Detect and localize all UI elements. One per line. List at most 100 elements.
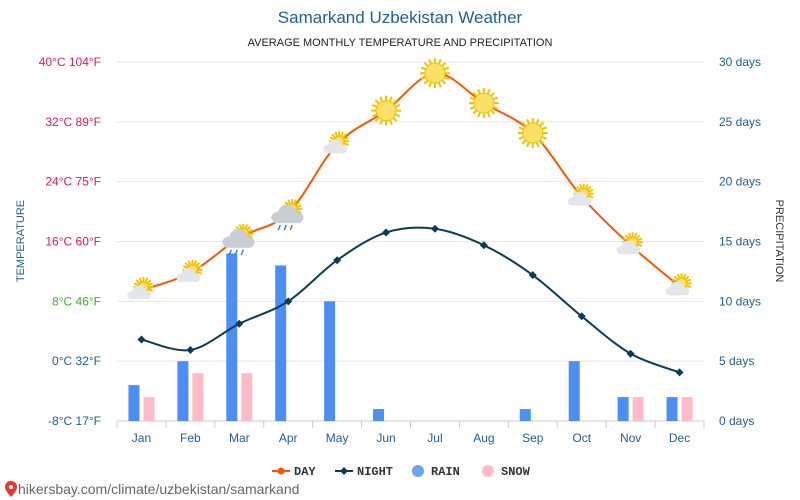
night-point[interactable] xyxy=(626,349,635,358)
sun-ray xyxy=(635,234,641,240)
sun-ray xyxy=(394,113,401,118)
sun-icon xyxy=(371,95,402,126)
sun-ray xyxy=(296,204,302,209)
sun-ray xyxy=(420,76,427,80)
sun-ray xyxy=(685,284,692,289)
rain-bar[interactable] xyxy=(275,265,287,421)
sun-ray xyxy=(521,121,527,127)
night-point[interactable] xyxy=(333,256,342,265)
sun-ray xyxy=(586,185,592,191)
partly-cloudy-icon xyxy=(567,183,594,206)
legend-label-day: DAY xyxy=(294,465,316,479)
sun-ray xyxy=(441,61,447,67)
sun-ray xyxy=(238,224,243,230)
precip-tick-label: 20 days xyxy=(719,175,761,189)
cloud-base xyxy=(617,249,640,255)
sun-ray xyxy=(671,278,678,283)
legend-item-rain[interactable]: RAIN xyxy=(412,465,460,479)
weather-icons xyxy=(127,58,692,300)
temp-tick-label: -8°C 17°F xyxy=(48,414,101,428)
night-point[interactable] xyxy=(235,319,244,328)
rain-drop xyxy=(240,249,244,256)
night-point[interactable] xyxy=(137,335,146,344)
night-point[interactable] xyxy=(430,224,439,233)
rain-bar[interactable] xyxy=(519,409,531,421)
sun-ray xyxy=(443,76,450,80)
cloud-base xyxy=(272,216,303,224)
night-point[interactable] xyxy=(528,271,537,280)
rain-bar[interactable] xyxy=(324,301,336,421)
sun-ray xyxy=(428,82,433,88)
sun-disc xyxy=(424,62,446,84)
rain-bar[interactable] xyxy=(617,397,629,421)
watermark[interactable]: hikersbay.com/climate/uzbekistan/samarka… xyxy=(5,481,299,497)
sun-ray xyxy=(379,119,384,125)
sun-ray xyxy=(541,135,548,140)
sun-ray xyxy=(574,188,580,193)
sun-ray xyxy=(293,199,297,205)
sun-ray xyxy=(374,99,380,105)
cloud-base xyxy=(666,290,689,296)
rain-drop xyxy=(283,224,287,231)
snow-bar[interactable] xyxy=(241,373,253,421)
sun-ray xyxy=(343,136,349,141)
rain-bar[interactable] xyxy=(666,397,678,421)
sun-ray xyxy=(187,260,192,266)
legend-item-night[interactable]: NIGHT xyxy=(335,465,393,479)
sun-ray xyxy=(535,141,540,148)
night-point[interactable] xyxy=(186,345,195,354)
sun-ray xyxy=(535,118,540,125)
night-point[interactable] xyxy=(577,312,586,321)
temp-tick-label: 32°C 89°F xyxy=(45,115,101,129)
night-point[interactable] xyxy=(675,368,684,377)
rain-bar[interactable] xyxy=(226,253,238,421)
sun-ray xyxy=(144,277,149,283)
rain-bar[interactable] xyxy=(128,385,140,421)
sun-ray xyxy=(539,121,545,127)
legend-label-rain: RAIN xyxy=(431,465,460,479)
rain-cloud-icon xyxy=(271,199,304,231)
rain-bar[interactable] xyxy=(568,361,580,421)
legend-item-snow[interactable]: SNOW xyxy=(482,465,531,479)
precip-tick-label: 15 days xyxy=(719,235,761,249)
night-point[interactable] xyxy=(284,297,293,306)
sun-ray xyxy=(133,282,140,287)
snow-bar[interactable] xyxy=(192,373,204,421)
sun-ray xyxy=(437,58,442,65)
snow-bar[interactable] xyxy=(681,397,693,421)
temp-tick-label: 24°C 75°F xyxy=(45,175,101,189)
sun-ray xyxy=(392,99,398,105)
sun-ray xyxy=(182,265,189,269)
month-label: Oct xyxy=(572,431,591,445)
snow-bar[interactable] xyxy=(143,397,155,421)
chart-subtitle: AVERAGE MONTHLY TEMPERATURE AND PRECIPIT… xyxy=(248,37,553,49)
sun-ray xyxy=(329,136,335,141)
sun-ray xyxy=(334,131,339,138)
chart-title: Samarkand Uzbekistan Weather xyxy=(278,8,523,27)
sun-ray xyxy=(379,96,384,102)
sun-ray xyxy=(526,141,530,148)
sun-ray xyxy=(244,224,249,230)
night-point[interactable] xyxy=(479,241,488,250)
snow-bar[interactable] xyxy=(632,397,644,421)
rain-bar[interactable] xyxy=(177,361,189,421)
precip-tick-label: 25 days xyxy=(719,115,761,129)
month-label: Jul xyxy=(427,431,442,445)
sun-disc xyxy=(522,122,544,144)
sun-ray xyxy=(469,106,476,110)
legend: DAY NIGHT RAIN SNOW xyxy=(272,465,531,479)
sun-ray xyxy=(624,234,630,240)
legend-item-day[interactable]: DAY xyxy=(272,465,316,479)
cloud-base xyxy=(223,240,254,248)
night-point[interactable] xyxy=(382,228,391,237)
sun-ray xyxy=(247,229,253,233)
month-label: Nov xyxy=(620,431,641,445)
sun-ray xyxy=(486,111,491,118)
rain-drop xyxy=(277,224,281,231)
precip-tick-label: 5 days xyxy=(719,354,754,368)
rain-bar[interactable] xyxy=(373,409,385,421)
rain-drop xyxy=(228,249,232,256)
sun-ray xyxy=(184,262,190,268)
sun-ray xyxy=(371,103,378,108)
